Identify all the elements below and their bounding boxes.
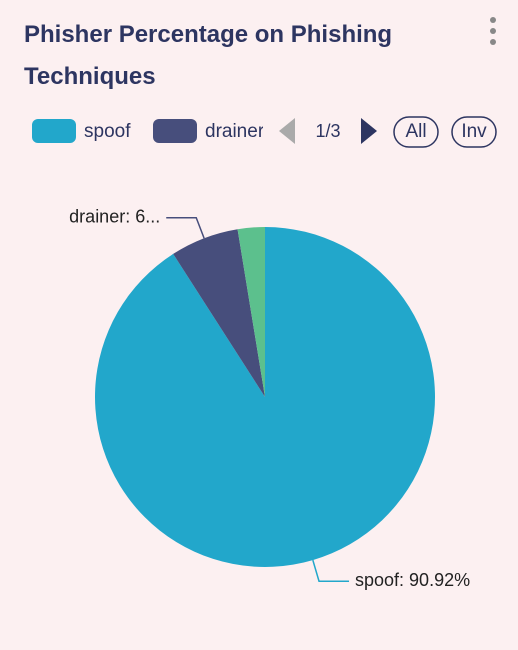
menu-dot [490, 28, 496, 34]
pager-prev[interactable] [279, 118, 295, 144]
legend-button-label[interactable]: Inv [461, 121, 487, 142]
title-line: Techniques [24, 63, 156, 90]
menu-icon[interactable] [490, 17, 496, 45]
title-line: Phisher Percentage on Phishing [24, 21, 392, 48]
pager-next[interactable] [361, 118, 377, 144]
legend-swatch[interactable] [32, 119, 76, 143]
data-label: drainer: 6... [69, 206, 160, 226]
menu-dot [490, 17, 496, 23]
chart-title: Phisher Percentage on Phishing Techniques [24, 21, 392, 90]
pager-text: 1/3 [315, 121, 340, 141]
pie-slice [173, 229, 265, 397]
legend-button-label[interactable]: All [405, 121, 426, 142]
pie-slice [237, 227, 265, 397]
label-line [166, 216, 205, 239]
legend-button[interactable] [393, 116, 439, 148]
label-line [312, 559, 350, 582]
legend-button[interactable] [451, 116, 497, 148]
legend-label[interactable]: spoof [84, 121, 131, 142]
legend-label[interactable]: drainer [205, 121, 265, 142]
legend-swatch[interactable] [153, 119, 197, 143]
menu-dot [490, 39, 496, 45]
data-label: spoof: 90.92% [355, 570, 470, 590]
